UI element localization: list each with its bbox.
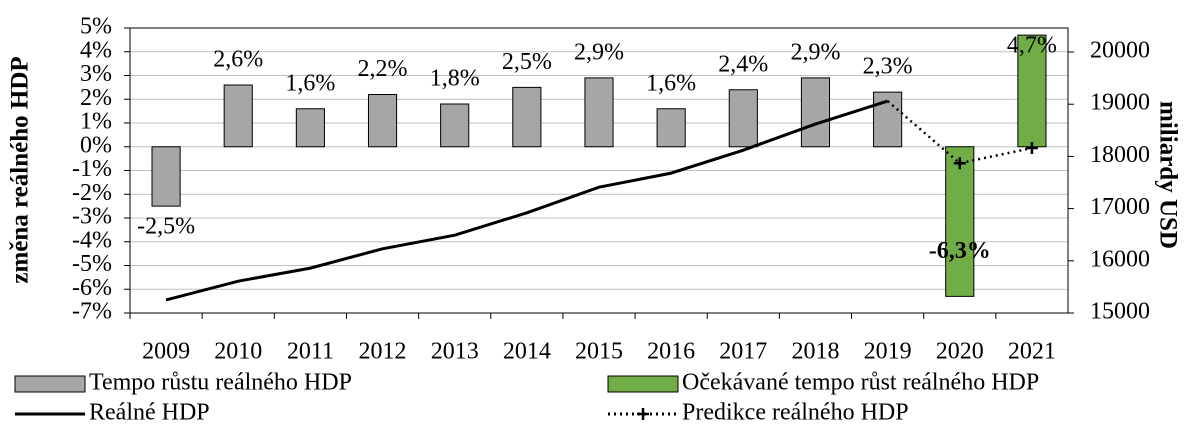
y2-tick-label: 18000: [1090, 142, 1150, 168]
point-marker: [1025, 142, 1038, 155]
legend-marker: [637, 408, 649, 420]
line: [165, 99, 889, 302]
bar: [223, 84, 253, 148]
bar: [728, 89, 758, 148]
data-label: 2,2%: [358, 56, 408, 82]
x-tick-label: 2017: [719, 339, 767, 365]
x-tick-label: 2015: [575, 339, 623, 365]
data-label: 1,6%: [646, 70, 696, 96]
line: [886, 100, 1033, 165]
y2-tick-label: 17000: [1090, 194, 1150, 220]
x-tick-label: 2018: [791, 339, 839, 365]
point-marker: [953, 157, 966, 170]
y-tick-label: -7%: [72, 299, 112, 325]
y-tick-label: 4%: [80, 37, 112, 63]
x-tick-label: 2020: [936, 339, 984, 365]
y2-tick-label: 15000: [1090, 299, 1150, 325]
y-axis-title: změna reálného HDP: [7, 56, 34, 283]
data-label: 2,6%: [213, 47, 263, 73]
legend-label: Predikce reálného HDP: [682, 400, 909, 426]
bar: [656, 108, 686, 148]
y-tick-label: 3%: [80, 61, 112, 87]
legend-label: Očekávané tempo růst reálného HDP: [682, 370, 1039, 396]
x-tick-label: 2012: [359, 339, 407, 365]
x-tick-label: 2011: [287, 339, 334, 365]
data-label: 2,9%: [790, 39, 840, 65]
data-label: 2,3%: [863, 54, 913, 80]
y-tick-label: -6%: [72, 275, 112, 301]
bar: [151, 146, 181, 207]
bar: [295, 108, 325, 148]
x-tick-label: 2016: [647, 339, 695, 365]
bar: [800, 77, 831, 148]
y-tick-label: -4%: [72, 227, 112, 253]
y-tick-label: 0%: [80, 132, 112, 158]
data-label: 4,7%: [1007, 33, 1057, 59]
data-label: 2,4%: [718, 51, 768, 77]
x-tick-label: 2009: [142, 339, 190, 365]
legend-label: Reálné HDP: [89, 400, 210, 426]
x-tick-label: 2014: [503, 339, 551, 365]
bar: [584, 77, 614, 148]
data-label: 2,5%: [502, 49, 552, 75]
bar: [440, 103, 470, 148]
data-label: 2,9%: [574, 39, 624, 65]
data-label: 1,8%: [430, 66, 480, 92]
y2-axis-title: miliardy USD: [1154, 101, 1181, 249]
plot-border: [129, 27, 1069, 314]
bar: [512, 86, 542, 148]
data-label: -6,3%: [929, 238, 991, 264]
data-label: -2,5%: [137, 214, 195, 240]
data-label: 1,6%: [285, 70, 335, 96]
y2-tick-label: 20000: [1090, 38, 1150, 64]
legend-label: Tempo růstu reálného HDP: [89, 370, 352, 396]
y-tick-label: -2%: [72, 180, 112, 206]
x-tick-label: 2010: [214, 339, 262, 365]
y-tick-label: -1%: [72, 156, 112, 182]
bar: [367, 94, 398, 148]
bar: [945, 146, 975, 297]
x-tick-label: 2013: [431, 339, 479, 365]
x-tick-label: 2021: [1008, 339, 1056, 365]
y-tick-label: -5%: [72, 251, 112, 277]
x-tick-label: 2019: [864, 339, 912, 365]
legend-swatch: [607, 375, 679, 393]
bar: [873, 91, 903, 148]
y-tick-label: 2%: [80, 85, 112, 111]
y-tick-label: -3%: [72, 204, 112, 230]
y2-tick-label: 16000: [1090, 246, 1150, 272]
legend-swatch: [14, 375, 86, 393]
y-tick-label: 5%: [80, 14, 112, 40]
y-tick-label: 1%: [80, 109, 112, 135]
y2-tick-label: 19000: [1090, 90, 1150, 116]
